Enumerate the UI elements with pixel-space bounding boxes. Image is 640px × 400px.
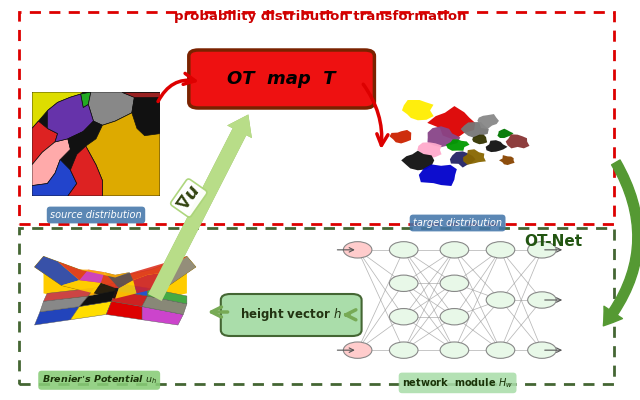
FancyArrowPatch shape — [148, 114, 252, 301]
Text: probability distribution transformation: probability distribution transformation — [173, 10, 467, 23]
FancyBboxPatch shape — [189, 50, 374, 108]
Text: OT-Net: OT-Net — [524, 234, 582, 249]
FancyArrowPatch shape — [148, 114, 252, 301]
Text: Brenier’s Potential $\mathit{u}_h$: Brenier’s Potential $\mathit{u}_h$ — [42, 374, 157, 386]
Text: height vector $h$: height vector $h$ — [241, 306, 342, 323]
Text: target distribution: target distribution — [413, 218, 502, 228]
Text: network  module $H_w$: network module $H_w$ — [402, 376, 513, 390]
Text: ∇u: ∇u — [174, 182, 204, 214]
Text: source distribution: source distribution — [50, 210, 142, 220]
FancyArrowPatch shape — [604, 160, 640, 326]
FancyBboxPatch shape — [221, 294, 362, 336]
Text: OT  map  T: OT map T — [227, 70, 336, 88]
